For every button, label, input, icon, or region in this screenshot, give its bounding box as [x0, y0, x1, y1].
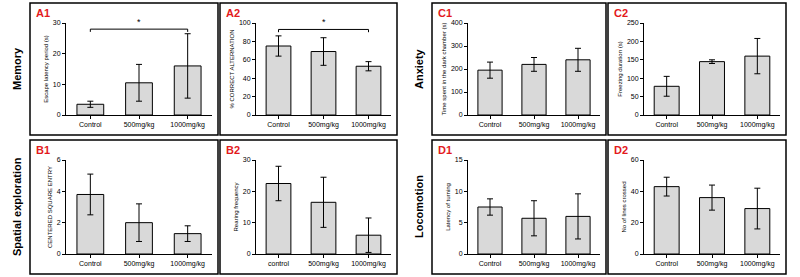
svg-text:0: 0	[635, 250, 639, 257]
svg-text:CENTERED SQUARE ENTRY: CENTERED SQUARE ENTRY	[47, 166, 53, 248]
svg-text:10: 10	[53, 81, 61, 88]
svg-text:Control: Control	[79, 260, 102, 267]
svg-text:30: 30	[53, 19, 61, 26]
svg-text:2: 2	[57, 219, 61, 226]
svg-text:C1: C1	[438, 7, 452, 19]
svg-text:No of lines crossed: No of lines crossed	[621, 181, 627, 232]
svg-text:6: 6	[57, 156, 61, 163]
svg-text:500mg/kg: 500mg/kg	[308, 121, 339, 129]
svg-text:Latency of turning: Latency of turning	[445, 183, 451, 231]
svg-text:500mg/kg: 500mg/kg	[519, 121, 550, 129]
svg-text:5: 5	[459, 219, 463, 226]
svg-text:100: 100	[451, 88, 463, 95]
svg-text:20: 20	[53, 50, 61, 57]
svg-text:40: 40	[243, 75, 251, 82]
svg-text:60: 60	[631, 156, 639, 163]
svg-text:% CORRECT ALTERNATION: % CORRECT ALTERNATION	[229, 29, 235, 108]
svg-text:0: 0	[247, 111, 251, 118]
svg-text:100: 100	[239, 19, 251, 26]
svg-text:10: 10	[243, 219, 251, 226]
svg-text:150: 150	[627, 56, 639, 63]
svg-text:1000mg/kg: 1000mg/kg	[740, 121, 775, 129]
svg-text:200: 200	[627, 38, 639, 45]
svg-text:20: 20	[243, 93, 251, 100]
svg-text:1000mg/kg: 1000mg/kg	[740, 260, 775, 268]
svg-text:500mg/kg: 500mg/kg	[519, 260, 550, 268]
svg-text:B1: B1	[36, 144, 50, 156]
svg-text:Memory: Memory	[11, 47, 23, 90]
svg-text:Control: Control	[79, 121, 102, 128]
svg-text:250: 250	[627, 19, 639, 26]
svg-text:control: control	[268, 260, 289, 267]
svg-text:A2: A2	[226, 7, 240, 19]
svg-text:Control: Control	[655, 260, 678, 267]
svg-text:*: *	[322, 17, 326, 27]
svg-text:A1: A1	[36, 7, 50, 19]
svg-text:500mg/kg: 500mg/kg	[124, 260, 155, 268]
svg-text:1000mg/kg: 1000mg/kg	[170, 260, 205, 268]
svg-text:500mg/kg: 500mg/kg	[697, 260, 728, 268]
svg-text:1000mg/kg: 1000mg/kg	[561, 260, 596, 268]
svg-text:500mg/kg: 500mg/kg	[124, 121, 155, 129]
svg-text:Freezing duration (s): Freezing duration (s)	[617, 41, 623, 96]
svg-text:0: 0	[459, 111, 463, 118]
svg-text:1000mg/kg: 1000mg/kg	[351, 121, 386, 129]
svg-text:500mg/kg: 500mg/kg	[308, 260, 339, 268]
svg-text:100: 100	[627, 75, 639, 82]
svg-text:4: 4	[57, 188, 61, 195]
svg-text:0: 0	[247, 250, 251, 257]
svg-text:B2: B2	[226, 144, 240, 156]
svg-text:Control: Control	[655, 121, 678, 128]
svg-text:1000mg/kg: 1000mg/kg	[170, 121, 205, 129]
svg-text:1000mg/kg: 1000mg/kg	[561, 121, 596, 129]
svg-text:500mg/kg: 500mg/kg	[697, 121, 728, 129]
svg-text:D2: D2	[614, 144, 628, 156]
svg-text:20: 20	[631, 219, 639, 226]
svg-text:200: 200	[451, 65, 463, 72]
svg-text:30: 30	[243, 156, 251, 163]
svg-text:Control: Control	[479, 121, 502, 128]
svg-text:Spatial exploration: Spatial exploration	[11, 157, 23, 256]
svg-text:*: *	[137, 17, 141, 27]
svg-text:50: 50	[631, 93, 639, 100]
svg-text:Escape latency period (s): Escape latency period (s)	[43, 35, 49, 103]
svg-text:0: 0	[57, 250, 61, 257]
svg-text:D1: D1	[438, 144, 452, 156]
svg-text:40: 40	[631, 188, 639, 195]
svg-text:0: 0	[57, 111, 61, 118]
svg-text:Anxiety: Anxiety	[413, 48, 425, 89]
svg-text:60: 60	[243, 56, 251, 63]
svg-text:15: 15	[455, 156, 463, 163]
svg-text:300: 300	[451, 42, 463, 49]
svg-text:Control: Control	[479, 260, 502, 267]
svg-text:20: 20	[243, 188, 251, 195]
svg-text:10: 10	[455, 188, 463, 195]
svg-text:0: 0	[635, 111, 639, 118]
svg-text:1000mg/kg: 1000mg/kg	[351, 260, 386, 268]
svg-text:400: 400	[451, 19, 463, 26]
svg-text:80: 80	[243, 38, 251, 45]
svg-text:Locomotion: Locomotion	[413, 175, 425, 238]
svg-text:C2: C2	[614, 7, 628, 19]
svg-text:0: 0	[459, 250, 463, 257]
svg-text:Time spent in the dark chamber: Time spent in the dark chamber (s)	[441, 23, 447, 116]
svg-text:Rearing frequency: Rearing frequency	[233, 182, 239, 231]
svg-text:Control: Control	[267, 121, 290, 128]
